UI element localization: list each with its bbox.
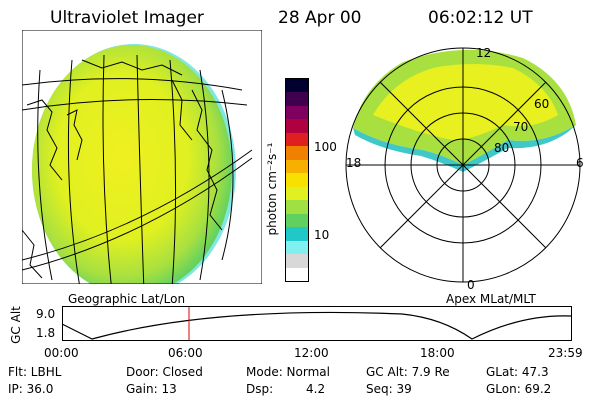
colorbar-segment bbox=[286, 213, 308, 228]
left-panel-caption: Geographic Lat/Lon bbox=[68, 292, 186, 306]
colorbar-segment bbox=[286, 146, 308, 160]
timeline-xtick-1800: 18:00 bbox=[420, 346, 455, 360]
colorbar-tick-10: 10 bbox=[314, 228, 330, 242]
timeline-xtick-1200: 12:00 bbox=[294, 346, 329, 360]
geographic-image-panel bbox=[22, 30, 262, 284]
colorbar-segment bbox=[286, 78, 308, 93]
time-label: 06:02:12 UT bbox=[428, 8, 533, 28]
colorbar-tick-100: 100 bbox=[314, 140, 337, 154]
colorbar-segment bbox=[286, 119, 308, 133]
info-mode: Mode: Normal bbox=[246, 365, 330, 379]
right-panel-caption: Apex MLat/MLT bbox=[446, 292, 536, 306]
info-seq: Seq: 39 bbox=[366, 382, 412, 396]
info-door: Door: Closed bbox=[126, 365, 203, 379]
mlt-label-12: 12 bbox=[476, 46, 492, 60]
date-label: 28 Apr 00 bbox=[278, 8, 362, 28]
colorbar-unit-label: photon cm⁻²s⁻¹ bbox=[265, 142, 279, 236]
timeline-ytick-1.8: 1.8 bbox=[36, 326, 56, 340]
timeline-xtick-0000: 00:00 bbox=[44, 346, 79, 360]
info-flt: Flt: LBHL bbox=[8, 365, 62, 379]
info-glon: GLon: 69.2 bbox=[486, 382, 552, 396]
colorbar-segment bbox=[286, 267, 308, 281]
colorbar-segment bbox=[286, 200, 308, 214]
info-dsp-label: Dsp: bbox=[246, 382, 274, 396]
info-gcalt: GC Alt: 7.9 Re bbox=[366, 365, 450, 379]
mlt-label-6: 6 bbox=[576, 156, 584, 170]
colorbar-segment bbox=[286, 254, 308, 268]
polar-plot bbox=[345, 47, 581, 283]
info-ip: IP: 36.0 bbox=[8, 382, 54, 396]
timeline-xtick-0600: 06:00 bbox=[168, 346, 203, 360]
instrument-title: Ultraviolet Imager bbox=[50, 8, 204, 28]
mlt-label-0: 0 bbox=[467, 278, 475, 292]
colorbar-segment bbox=[286, 132, 308, 147]
timeline-xtick-2359: 23:59 bbox=[548, 346, 583, 360]
colorbar-segment bbox=[286, 159, 308, 174]
mlt-label-18: 18 bbox=[346, 156, 362, 170]
info-glat: GLat: 47.3 bbox=[486, 365, 549, 379]
lat-label-70: 70 bbox=[513, 120, 529, 134]
colorbar-segment bbox=[286, 173, 308, 187]
altitude-curve bbox=[62, 311, 572, 340]
lat-label-80: 80 bbox=[494, 141, 510, 155]
info-gain: Gain: 13 bbox=[126, 382, 177, 396]
colorbar-segment bbox=[286, 227, 308, 241]
altitude-timeline bbox=[62, 306, 572, 341]
colorbar-segment bbox=[286, 92, 308, 106]
lat-label-60: 60 bbox=[534, 97, 550, 111]
colorbar bbox=[285, 78, 309, 282]
timeline-ytick-9: 9.0 bbox=[36, 307, 56, 321]
info-dsp-value: 4.2 bbox=[306, 382, 326, 396]
colorbar-segment bbox=[286, 186, 308, 201]
colorbar-segment bbox=[286, 240, 308, 255]
timeline-ylabel: GC Alt bbox=[9, 306, 23, 344]
colorbar-segment bbox=[286, 105, 308, 120]
